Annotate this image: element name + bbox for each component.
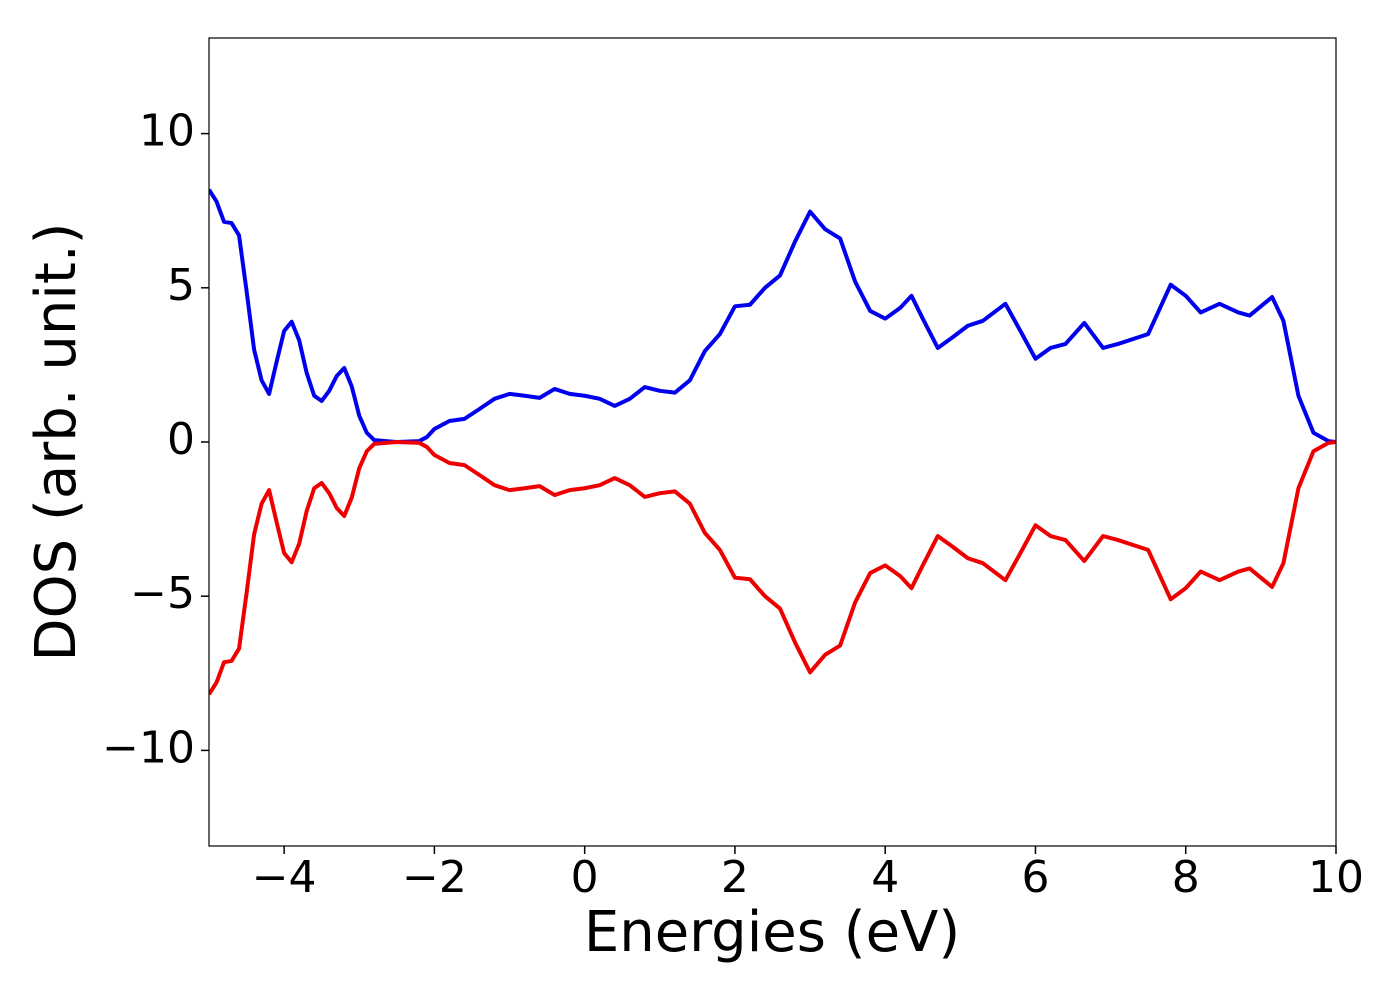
line-series [209,188,1336,444]
x-axis-label: Energies (eV) [584,900,960,965]
x-tick-label: −4 [252,852,317,903]
x-tick-label: 2 [721,852,749,903]
x-tick-label: −2 [402,852,467,903]
y-tick-label: −10 [102,722,195,773]
x-tick-label: 8 [1172,852,1200,903]
line-series [209,440,1336,696]
y-tick-label: 5 [167,260,195,311]
x-tick-label: 10 [1308,852,1364,903]
x-tick-label: 4 [871,852,899,903]
y-tick-label: 0 [167,414,195,465]
y-tick-label: −5 [130,568,195,619]
x-tick-label: 0 [571,852,599,903]
y-tick-label: 10 [139,106,195,157]
x-tick-label: 6 [1021,852,1049,903]
plot-frame [208,37,1337,847]
y-axis-label: DOS (arb. unit.) [24,222,89,661]
